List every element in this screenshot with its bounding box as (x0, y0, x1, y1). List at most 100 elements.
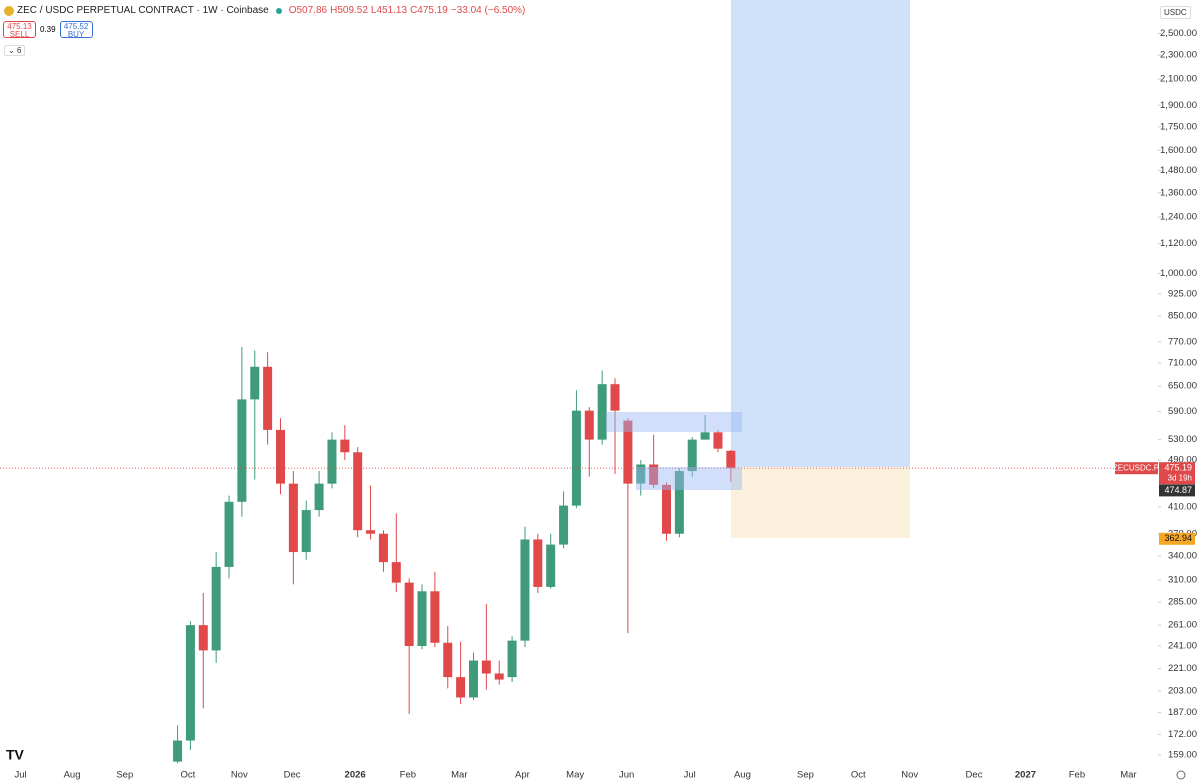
x-tick-label: Jun (619, 770, 634, 781)
price-tag (1159, 462, 1195, 485)
x-tick-label: 2026 (345, 770, 366, 781)
candle-body (443, 642, 453, 678)
zone-box (606, 412, 742, 432)
x-tick-label: Mar (451, 770, 467, 781)
ohlc-low: L451.13 (370, 5, 408, 16)
x-tick-label: May (566, 770, 584, 781)
candle-body (288, 483, 298, 553)
y-tick-label: 590.00 (1168, 406, 1197, 417)
y-tick-label: 925.00 (1168, 288, 1197, 299)
spread: 0.39 (40, 25, 56, 34)
y-tick-label: 1,360.00 (1160, 187, 1197, 198)
candle-body (481, 660, 491, 674)
buy-price: 475.52 (63, 22, 89, 31)
candle-body (198, 625, 208, 651)
symbol-title: ZEC / USDC PERPETUAL CONTRACT · 1W · Coi… (17, 5, 269, 16)
candle-body (649, 464, 659, 485)
y-tick-label: 261.00 (1168, 620, 1197, 631)
trade-panel: 475.13 SELL 0.39 475.52 BUY (3, 21, 93, 39)
x-tick-label: Oct (180, 770, 195, 781)
candle-body (456, 677, 466, 698)
candle-body (275, 429, 285, 484)
candle-body (687, 439, 697, 472)
change: −33.04 (−6.50%) (450, 5, 526, 16)
y-tick-label: 203.00 (1168, 685, 1197, 696)
y-tick-label: 490.00 (1168, 455, 1197, 466)
header: ZEC / USDC PERPETUAL CONTRACT · 1W · Coi… (4, 5, 525, 16)
ohlc-high: H509.52 (330, 5, 368, 16)
buy-button[interactable]: 475.52 BUY (59, 21, 93, 39)
x-tick-label: Feb (1069, 770, 1085, 781)
candle-body (173, 740, 183, 762)
y-tick-label: 2,300.00 (1160, 50, 1197, 61)
candle-body (559, 505, 569, 545)
y-tick-label: 1,750.00 (1160, 121, 1197, 132)
ohlc-open: O507.86 (288, 5, 328, 16)
price-tag-label: 362.94 (1164, 533, 1192, 543)
coin-icon (4, 5, 14, 16)
indicator-toggle[interactable]: ⌄ 6 (4, 45, 26, 56)
y-tick-label: 221.00 (1168, 663, 1197, 674)
candle-body (340, 439, 350, 453)
candle-body (726, 450, 736, 469)
y-tick-label: 2,100.00 (1160, 74, 1197, 85)
candle-body (623, 420, 633, 484)
y-tick-label: 650.00 (1168, 381, 1197, 392)
y-tick-label: 1,900.00 (1160, 100, 1197, 111)
x-tick-label: Dec (966, 770, 983, 781)
countdown: 3d 19h (1168, 473, 1192, 482)
candle-body (661, 484, 671, 534)
price-tag (1159, 484, 1195, 497)
price-tag-label: 475.19 (1164, 463, 1192, 473)
candle-body (185, 625, 195, 741)
logo: TV (6, 747, 25, 763)
candle-body (713, 432, 723, 449)
x-tick-label: Dec (284, 770, 301, 781)
candle-body (520, 539, 530, 641)
y-tick-label: 710.00 (1168, 358, 1197, 369)
x-tick-label: Mar (1120, 770, 1136, 781)
settings-icon[interactable] (1176, 770, 1186, 780)
symbol-tag-label: ZECUSDC.P (1113, 463, 1159, 472)
buy-label: BUY (67, 30, 85, 39)
sell-button[interactable]: 475.13 SELL (3, 21, 36, 39)
candle-body (250, 366, 260, 400)
price-tag (1159, 532, 1195, 545)
y-tick-label: 187.00 (1168, 707, 1197, 718)
candle-body (546, 544, 556, 587)
sell-label: SELL (9, 30, 30, 39)
y-tick-label: 285.00 (1168, 597, 1197, 608)
candle-body (700, 432, 710, 440)
candle-body (674, 471, 684, 534)
status-dot (275, 7, 282, 14)
candle-body (417, 591, 427, 647)
candle-body (314, 483, 324, 511)
y-tick-label: 1,600.00 (1160, 145, 1197, 156)
y-tick-label: 159.00 (1168, 749, 1197, 760)
price-tag-label: 474.87 (1164, 485, 1192, 495)
candle-body (468, 660, 478, 698)
y-tick-label: 770.00 (1168, 336, 1197, 347)
x-tick-label: Aug (734, 770, 751, 781)
y-tick-label: 340.00 (1168, 550, 1197, 561)
candle-body (430, 591, 440, 643)
x-tick-label: Oct (851, 770, 866, 781)
candle-body (610, 384, 620, 411)
candle-body (366, 530, 376, 534)
ohlc-close: C475.19 (410, 5, 448, 16)
candle-body (327, 439, 337, 484)
currency[interactable]: USDC (1160, 6, 1191, 19)
sell-price: 475.13 (7, 22, 32, 31)
candle-body (571, 410, 581, 506)
indicator-count: 6 (16, 46, 22, 55)
y-tick-label: 410.00 (1168, 501, 1197, 512)
y-tick-label: 241.00 (1168, 641, 1197, 652)
candle-body (494, 673, 504, 680)
candle-body (636, 464, 646, 484)
candle-body (237, 399, 247, 502)
candle-body (301, 510, 311, 553)
y-tick-label: 1,480.00 (1160, 165, 1197, 176)
symbol-tag (1115, 462, 1158, 475)
x-tick-label: Jul (15, 770, 27, 781)
candle-body (391, 562, 401, 583)
